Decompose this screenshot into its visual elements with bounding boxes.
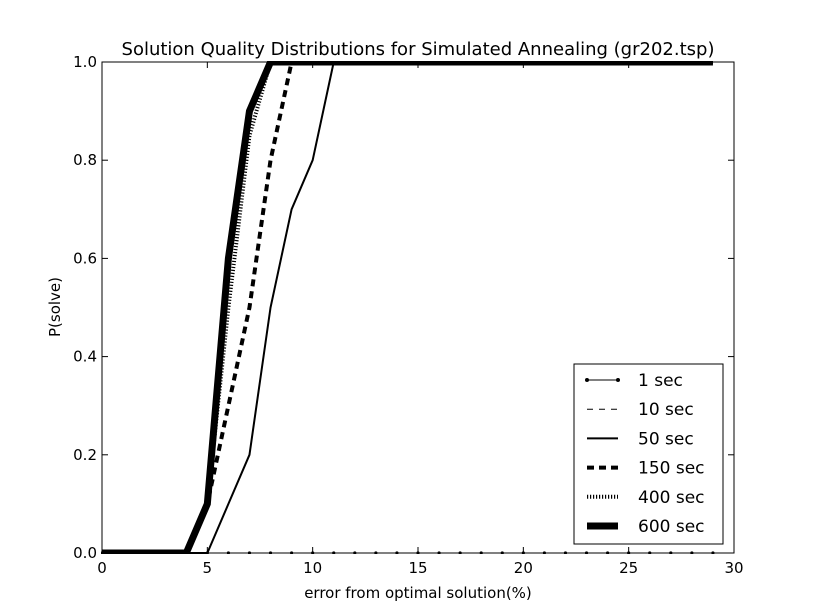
x-tick-label: 0 <box>97 559 107 577</box>
legend-item: 600 sec <box>587 517 705 537</box>
legend-label: 400 sec <box>638 488 705 508</box>
legend-item: 50 sec <box>587 429 694 449</box>
legend-label: 150 sec <box>638 459 705 479</box>
y-tick-label: 1.0 <box>73 53 97 71</box>
legend-item: 400 sec <box>587 488 705 508</box>
y-tick-label: 0.0 <box>73 544 97 562</box>
x-tick-label: 20 <box>514 559 533 577</box>
x-tick-label: 25 <box>619 559 638 577</box>
y-tick-label: 0.6 <box>73 249 97 267</box>
x-tick-label: 30 <box>724 559 743 577</box>
y-tick-label: 0.8 <box>73 151 97 169</box>
chart-title: Solution Quality Distributions for Simul… <box>122 39 715 60</box>
legend-label: 10 sec <box>638 400 694 420</box>
tick-layer: 0 5 10 15 20 25 30 0.0 0.2 0.4 0.6 0.8 1.0 <box>73 53 743 577</box>
x-tick-label: 10 <box>303 559 322 577</box>
legend-label: 1 sec <box>638 371 683 391</box>
legend: 1 sec 10 sec 50 sec 150 sec 400 sec 600 sec <box>573 363 724 545</box>
legend-item: 1 sec <box>585 371 683 391</box>
legend-item: 10 sec <box>587 400 694 420</box>
y-tick-label: 0.4 <box>73 348 97 366</box>
x-tick-label: 15 <box>408 559 427 577</box>
y-tick-label: 0.2 <box>73 446 97 464</box>
plot-area: 0 5 10 15 20 25 30 0.0 0.2 0.4 0.6 0.8 1.0 <box>73 53 743 577</box>
x-axis-label: error from optimal solution(%) <box>304 584 532 602</box>
legend-marker <box>616 378 620 382</box>
x-tick-label: 5 <box>203 559 213 577</box>
legend-marker <box>585 378 589 382</box>
legend-label: 50 sec <box>638 429 694 449</box>
legend-item: 150 sec <box>587 459 705 479</box>
y-axis-label: P(solve) <box>46 277 64 337</box>
legend-frame <box>573 363 724 545</box>
legend-label: 600 sec <box>638 517 705 537</box>
